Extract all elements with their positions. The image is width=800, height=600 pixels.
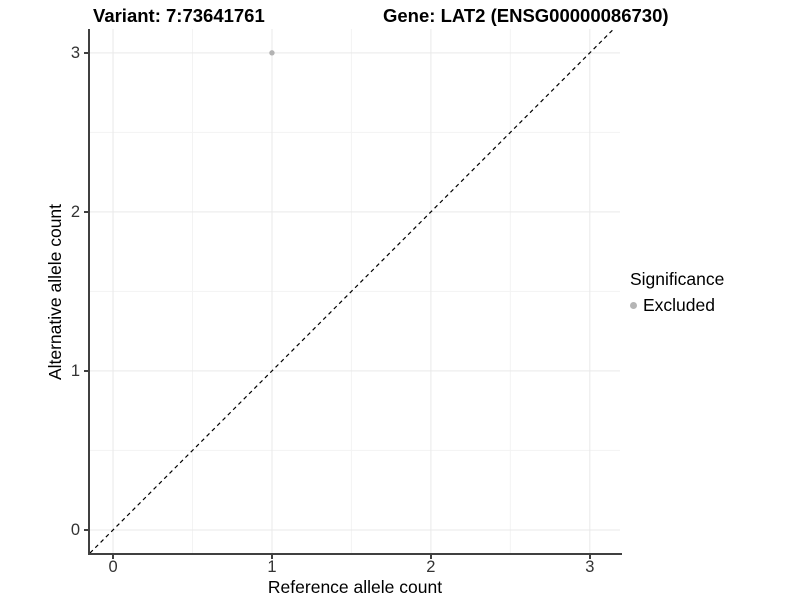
x-tick-label: 3 (585, 558, 595, 576)
y-tick-label: 3 (70, 43, 80, 62)
legend: Significance Excluded (630, 269, 724, 316)
y-tick-mark (84, 529, 88, 531)
legend-key-dot (630, 302, 637, 309)
x-tick-mark (589, 555, 591, 559)
x-tick-mark (112, 555, 114, 559)
x-tick-label: 2 (426, 558, 436, 576)
x-tick-label: 1 (267, 558, 277, 576)
legend-item-label: Excluded (643, 295, 715, 315)
x-tick-mark (271, 555, 273, 559)
legend-item-excluded: Excluded (630, 295, 724, 316)
y-tick-mark (84, 370, 88, 372)
x-axis-title: Reference allele count (267, 577, 443, 597)
x-tick-label: 0 (108, 558, 118, 576)
legend-title: Significance (630, 269, 725, 289)
y-tick-label: 0 (70, 520, 80, 539)
y-tick-mark (84, 52, 88, 54)
plot-title-gene: Gene: LAT2 (ENSG00000086730) (383, 5, 669, 26)
plot-panel (89, 28, 620, 554)
y-axis-line (88, 29, 90, 555)
plot-title-variant: Variant: 7:73641761 (93, 5, 265, 26)
plot-panel-svg (89, 28, 620, 554)
data-point-excluded (269, 50, 275, 56)
y-tick-label: 2 (70, 202, 80, 221)
y-axis-title: Alternative allele count (45, 203, 65, 381)
y-tick-label: 1 (70, 361, 80, 380)
x-axis-line (88, 553, 622, 555)
x-tick-mark (430, 555, 432, 559)
identity-dashed-line (89, 28, 615, 554)
y-tick-mark (84, 211, 88, 213)
